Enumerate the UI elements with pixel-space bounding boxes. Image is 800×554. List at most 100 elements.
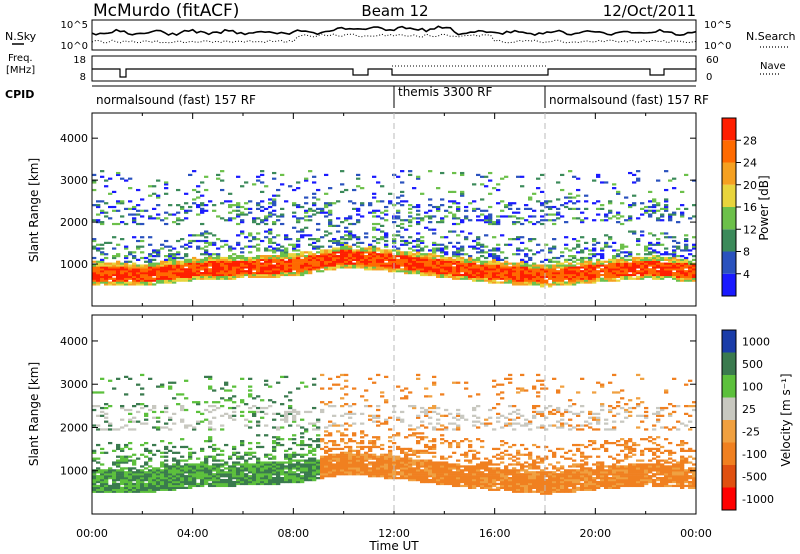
heatmap-cell (300, 253, 305, 256)
heatmap-cell (340, 260, 345, 263)
heatmap-cell (476, 457, 481, 460)
heatmap-cell (112, 477, 117, 480)
heatmap-cell (640, 258, 645, 261)
heatmap-cell (204, 249, 209, 252)
heatmap-cell (580, 273, 585, 277)
heatmap-cell (360, 436, 365, 439)
heatmap-cell (324, 202, 329, 205)
heatmap-cell (672, 264, 677, 267)
heatmap-cell (428, 258, 433, 261)
heatmap-cell (392, 473, 397, 476)
heatmap-cell (312, 478, 317, 482)
heatmap-cell (376, 247, 381, 250)
heatmap-cell (376, 414, 381, 417)
heatmap-cell (288, 404, 293, 408)
heatmap-cell (680, 268, 685, 271)
heatmap-cell (112, 469, 117, 472)
heatmap-cell (256, 255, 261, 258)
heatmap-cell (512, 222, 517, 226)
heatmap-cell (684, 262, 689, 265)
heatmap-cell (176, 270, 181, 273)
heatmap-cell (256, 469, 261, 472)
heatmap-cell (540, 279, 545, 282)
heatmap-cell (92, 219, 97, 222)
heatmap-cell (352, 207, 357, 211)
heatmap-cell (564, 202, 569, 205)
heatmap-cell (368, 204, 373, 207)
heatmap-cell (668, 217, 673, 220)
heatmap-cell (164, 217, 169, 220)
heatmap-cell (672, 273, 677, 277)
heatmap-cell (388, 260, 393, 263)
heatmap-cell (356, 266, 361, 269)
heatmap-cell (440, 478, 445, 482)
heatmap-cell (336, 463, 341, 466)
heatmap-cell (408, 266, 413, 269)
heatmap-cell (260, 478, 265, 482)
heatmap-cell (292, 273, 297, 277)
heatmap-cell (632, 273, 637, 277)
heatmap-cell (512, 279, 517, 282)
heatmap-cell (596, 262, 601, 265)
heatmap-cell (612, 258, 617, 261)
heatmap-cell (260, 469, 265, 472)
heatmap-cell (268, 198, 273, 201)
heatmap-cell (264, 471, 269, 474)
heatmap-cell (376, 445, 381, 449)
noise-search-line (91, 33, 697, 44)
heatmap-cell (276, 268, 281, 271)
heatmap-cell (420, 264, 425, 267)
heatmap-cell (632, 173, 637, 177)
heatmap-cell (332, 404, 337, 408)
heatmap-cell (152, 273, 157, 277)
heatmap-cell (312, 247, 317, 250)
heatmap-cell (296, 219, 301, 222)
heatmap-cell (420, 236, 425, 239)
heatmap-cell (272, 268, 277, 271)
heatmap-cell (360, 412, 365, 416)
heatmap-cell (232, 401, 237, 404)
heatmap-cell (664, 170, 669, 173)
heatmap-cell (336, 471, 341, 474)
heatmap-cell (328, 249, 333, 252)
heatmap-cell (332, 247, 337, 250)
heatmap-cell (316, 258, 321, 261)
heatmap-cell (400, 251, 405, 254)
heatmap-cell (332, 258, 337, 261)
heatmap-cell (180, 207, 185, 211)
heatmap-cell (264, 185, 269, 188)
heatmap-cell (616, 258, 621, 261)
heatmap-cell (608, 268, 613, 271)
heatmap-cell (536, 283, 541, 286)
heatmap-cell (276, 272, 281, 275)
heatmap-cell (332, 251, 337, 254)
heatmap-cell (400, 264, 405, 267)
heatmap-cell (464, 465, 469, 468)
heatmap-cell (420, 241, 425, 244)
heatmap-cell (148, 457, 153, 460)
heatmap-cell (116, 478, 121, 482)
heatmap-cell (348, 236, 353, 239)
heatmap-cell (384, 477, 389, 480)
heatmap-cell (376, 408, 381, 412)
heatmap-cell (544, 273, 549, 277)
heatmap-cell (256, 266, 261, 269)
heatmap-cell (136, 270, 141, 273)
heatmap-cell (280, 438, 285, 441)
heatmap-cell (400, 258, 405, 261)
heatmap-cell (204, 473, 209, 476)
heatmap-cell (356, 441, 361, 445)
heatmap-cell (428, 272, 433, 275)
heatmap-cell (420, 449, 425, 453)
heatmap-cell (212, 449, 217, 453)
heatmap-cell (580, 270, 585, 273)
heatmap-cell (444, 475, 449, 478)
heatmap-cell (404, 455, 409, 458)
heatmap-cell (188, 424, 193, 427)
heatmap-cell (492, 455, 497, 458)
power-ylabel: Slant Range [km] (27, 158, 41, 262)
heatmap-cell (320, 457, 325, 460)
heatmap-cell (624, 273, 629, 277)
heatmap-cell (368, 266, 373, 269)
heatmap-cell (244, 202, 249, 205)
